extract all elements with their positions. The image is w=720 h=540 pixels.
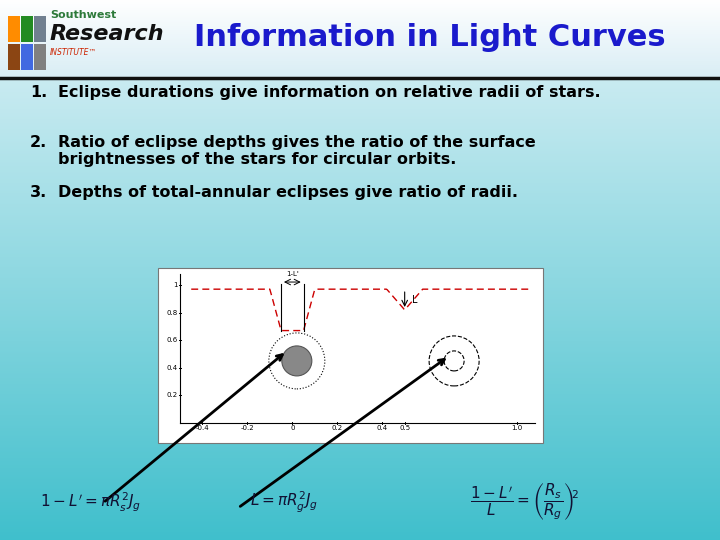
Text: Depths of total-annular eclipses give ratio of radii.: Depths of total-annular eclipses give ra… (58, 185, 518, 200)
Text: Research: Research (50, 24, 165, 44)
Text: 0.5: 0.5 (399, 425, 410, 431)
Text: 0.4: 0.4 (167, 365, 178, 371)
Text: INSTITUTE™: INSTITUTE™ (50, 48, 97, 57)
Bar (21, 16, 33, 42)
Text: L: L (412, 294, 417, 305)
Text: 1: 1 (174, 282, 178, 288)
Text: 1.: 1. (30, 85, 48, 100)
Text: $L = \pi R_g^2 J_g$: $L = \pi R_g^2 J_g$ (250, 489, 318, 515)
Text: $\dfrac{1-L'}{L} = \left(\dfrac{R_s}{R_g}\right)^{\!\!2}$: $\dfrac{1-L'}{L} = \left(\dfrac{R_s}{R_g… (470, 482, 579, 522)
Text: 0.6: 0.6 (167, 337, 178, 343)
Text: 1-L': 1-L' (286, 271, 299, 277)
Text: Information in Light Curves: Information in Light Curves (194, 24, 666, 52)
Text: 0.2: 0.2 (332, 425, 343, 431)
Bar (158, 268, 543, 443)
Text: -0.2: -0.2 (240, 425, 254, 431)
Bar (0, 0, 720, 78)
Circle shape (282, 346, 312, 376)
Text: $1-L' = \pi R_s^2 J_g$: $1-L' = \pi R_s^2 J_g$ (40, 490, 141, 514)
Text: 0: 0 (290, 425, 294, 431)
Text: Ratio of eclipse depths gives the ratio of the surface
brightnesses of the stars: Ratio of eclipse depths gives the ratio … (58, 135, 536, 167)
Text: 0.8: 0.8 (167, 309, 178, 315)
Text: 0.2: 0.2 (167, 393, 178, 399)
Text: Southwest: Southwest (50, 10, 116, 20)
Bar (8, 44, 20, 70)
Bar (8, 16, 20, 42)
Text: 2.: 2. (30, 135, 48, 150)
Bar (34, 16, 46, 42)
Text: 0.4: 0.4 (377, 425, 388, 431)
Text: Eclipse durations give information on relative radii of stars.: Eclipse durations give information on re… (58, 85, 600, 100)
Text: -0.4: -0.4 (196, 425, 210, 431)
Bar (21, 44, 33, 70)
Text: 3.: 3. (30, 185, 48, 200)
Text: 1.0: 1.0 (511, 425, 523, 431)
Bar (34, 44, 46, 70)
